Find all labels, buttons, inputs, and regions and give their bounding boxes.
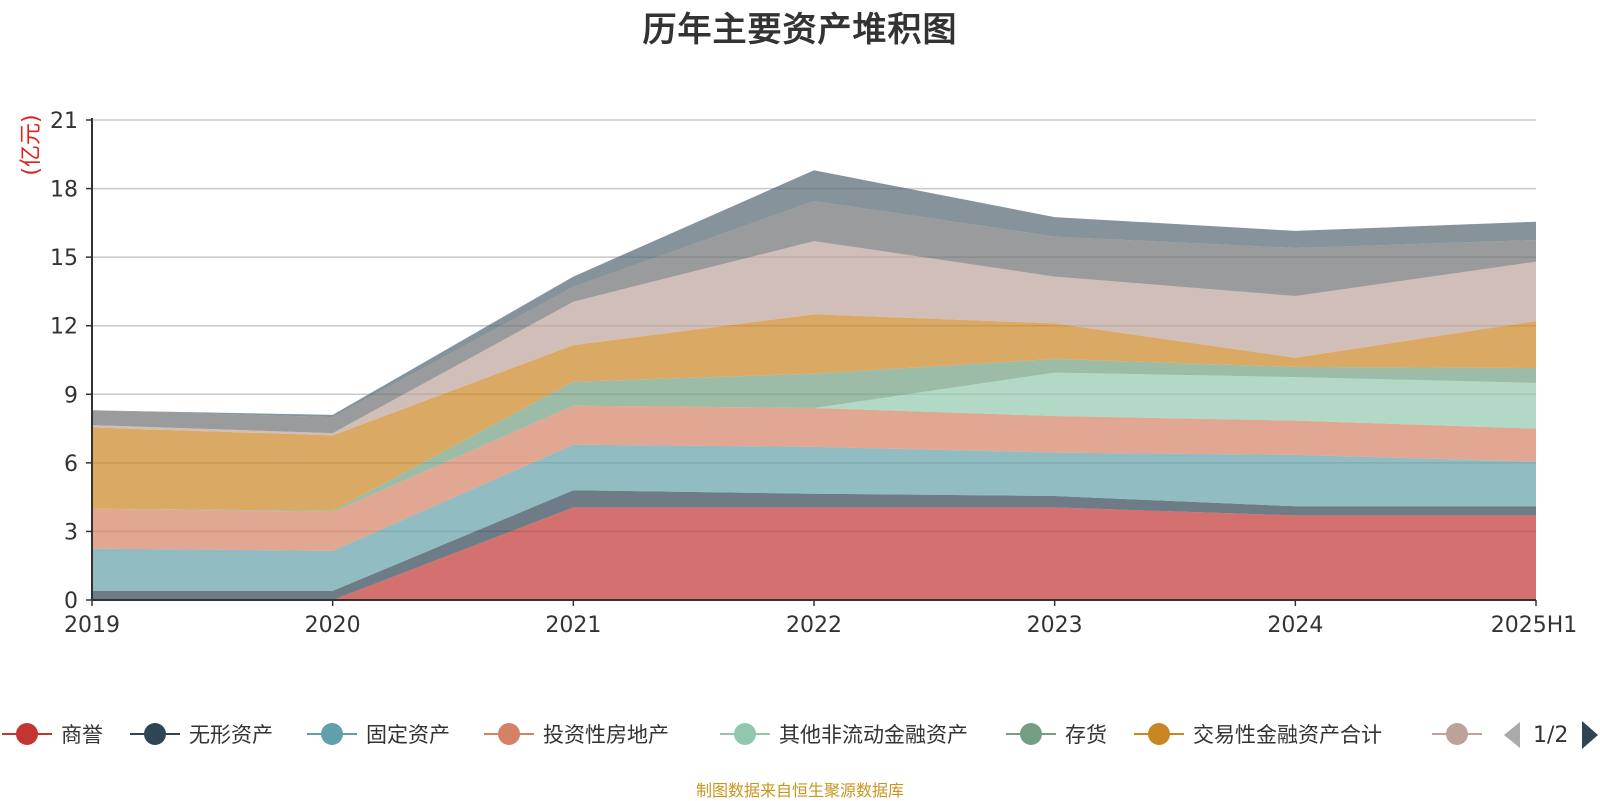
x-tick-label: 2023 [1027,613,1083,638]
legend-item-4[interactable]: 投资性房地产 [484,723,669,747]
legend-marker [498,723,520,745]
area-series-10 [92,170,1536,418]
legend-label: 其他非流动金融资产 [779,723,968,747]
area-series [92,170,1536,600]
legend-item-5[interactable]: 其他非流动金融资产 [720,723,968,747]
legend-marker [16,723,38,745]
area-series-6 [92,358,1536,512]
legend-label: 交易性金融资产合计 [1193,723,1382,747]
legend-marker [321,723,343,745]
area-series-1 [92,507,1536,600]
y-tick-label: 3 [64,520,78,545]
x-tick-label: 2019 [64,613,120,638]
area-series-8 [92,241,1536,436]
y-tick-label: 12 [50,315,78,340]
legend-marker [144,723,166,745]
y-axis-label: (亿元) [19,114,44,175]
y-tick-label: 15 [50,246,78,271]
legend-marker [1446,723,1468,745]
legend-marker [1148,723,1170,745]
legend-label: 无形资产 [189,723,273,747]
source-note: 制图数据来自恒生聚源数据库 [695,781,904,800]
y-tick-label: 6 [64,452,78,477]
area-series-9 [92,201,1536,434]
legend-item-3[interactable]: 固定资产 [307,723,450,747]
legend-item-8[interactable] [1432,723,1482,745]
y-tick-label: 9 [64,383,78,408]
legend-item-7[interactable]: 交易性金融资产合计 [1134,723,1382,747]
axes: 0 3 6 9 12 15 18 21(亿元) 2019 2020 2021 2022 2023 2024… [19,109,1577,638]
legend: 商誉 无形资产 固定资产 投资性房地产 其他非流动金融资产 存货 交易性金融资产合计 1/2 [2,721,1598,749]
chart-title: 历年主要资产堆积图 [642,10,958,50]
x-tick-label: 2020 [305,613,361,638]
legend-label: 商誉 [61,723,103,747]
area-series-7 [92,314,1536,511]
legend-label: 投资性房地产 [543,723,669,747]
y-tick-label: 0 [64,589,78,614]
legend-item-6[interactable]: 存货 [1006,723,1107,747]
legend-label: 存货 [1065,723,1107,747]
legend-marker [734,723,756,745]
y-tick-label: 21 [50,109,78,134]
legend-marker [1020,723,1042,745]
legend-item-2[interactable]: 无形资产 [130,723,273,747]
y-tick-label: 18 [50,178,78,203]
x-tick-label: 2025H1 [1491,613,1578,638]
x-tick-label: 2022 [786,613,842,638]
x-tick-label: 2024 [1267,613,1323,638]
area-series-5 [92,372,1536,512]
legend-label: 固定资产 [366,723,450,747]
area-series-4 [92,405,1536,551]
legend-item-1[interactable]: 商誉 [2,723,103,747]
x-tick-label: 2021 [545,613,601,638]
area-series-3 [92,444,1536,591]
legend-next-arrow-icon[interactable] [1582,721,1598,749]
legend-prev-arrow-icon[interactable] [1504,722,1520,748]
legend-page-indicator: 1/2 [1533,723,1568,748]
